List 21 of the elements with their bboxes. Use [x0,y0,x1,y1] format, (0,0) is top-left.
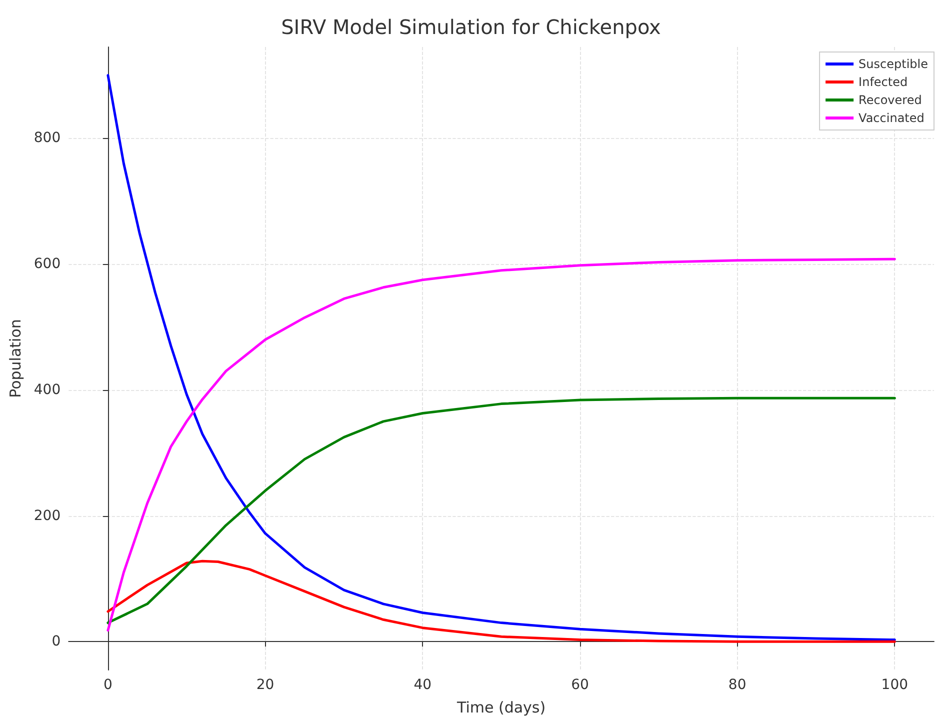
x-tick-label: 0 [103,677,112,693]
x-tick-label: 100 [881,677,908,693]
x-tick-label: 20 [256,677,274,693]
legend-label: Vaccinated [858,111,924,125]
legend-label: Infected [858,75,908,89]
x-tick-label: 80 [728,677,746,693]
line-series [106,396,896,624]
x-axis-title: Time (days) [456,698,546,716]
y-tick-label: 600 [34,256,61,272]
y-tick-label: 0 [52,634,61,650]
y-axis-title: Population [6,319,24,398]
line-series [106,258,896,632]
x-tick-label: 40 [414,677,432,693]
y-tick-label: 800 [34,130,61,146]
legend-label: Susceptible [858,57,928,71]
chart-title: SIRV Model Simulation for Chickenpox [281,15,662,39]
y-tick-label: 400 [34,382,61,398]
x-tick-label: 60 [571,677,589,693]
legend-label: Recovered [858,93,922,107]
line-series [106,560,896,643]
y-tick-label: 200 [34,508,61,524]
